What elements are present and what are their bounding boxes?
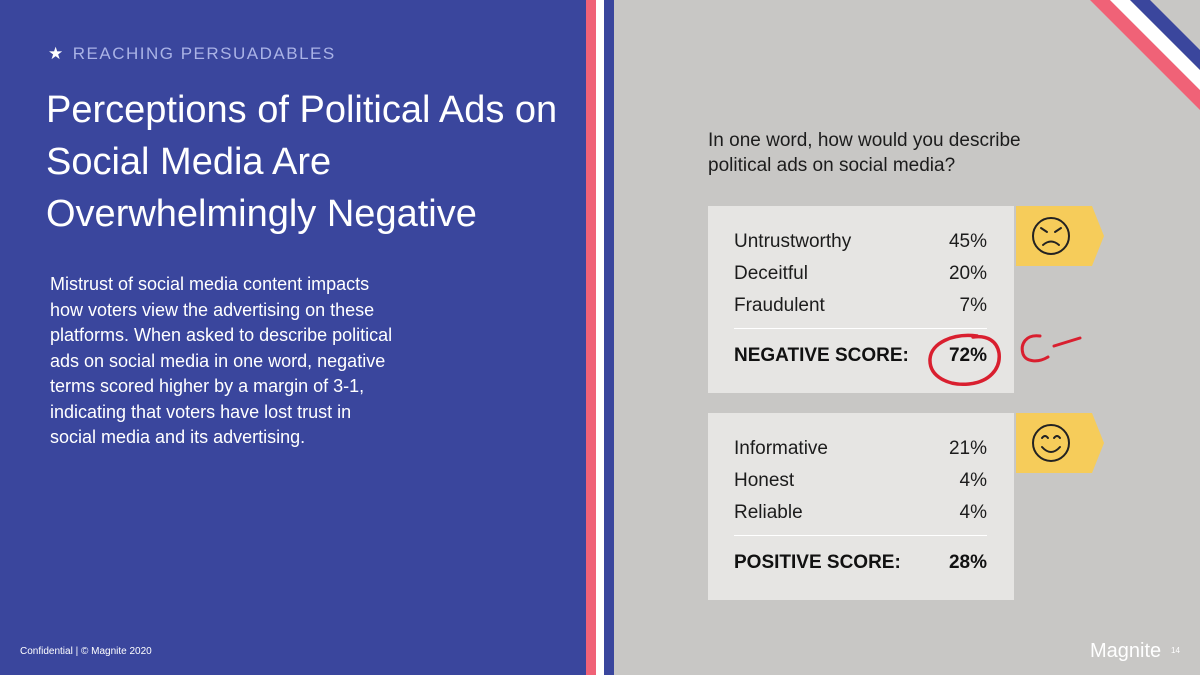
term-label: Deceitful — [734, 263, 808, 284]
term-label: Untrustworthy — [734, 231, 852, 252]
list-item: Fraudulent 7% — [734, 295, 987, 319]
page-title: Perceptions of Political Ads on Social M… — [46, 89, 558, 235]
grade-mark — [1020, 334, 1082, 363]
brand-logo: Magnite — [1090, 640, 1162, 662]
term-value: 4% — [959, 502, 987, 523]
term-label: Reliable — [734, 502, 803, 523]
eyebrow-label: REACHING PERSUADABLES — [72, 44, 336, 63]
negative-score-row: NEGATIVE SCORE: 72% — [734, 345, 987, 369]
term-value: 45% — [948, 231, 987, 252]
divider — [734, 535, 987, 536]
score-value: 28% — [948, 552, 987, 573]
list-item: Deceitful 20% — [734, 263, 987, 287]
positive-score-row: POSITIVE SCORE: 28% — [734, 552, 987, 576]
star-icon: ★ — [48, 44, 65, 63]
positive-card: Informative 21% Honest 4% Reliable 4% POSIT… — [708, 413, 1014, 600]
term-value: 20% — [948, 263, 987, 284]
list-item: Reliable 4% — [734, 502, 987, 526]
negative-card: Untrustworthy 45% Deceitful 20% Fraudulent… — [708, 206, 1014, 393]
score-label: POSITIVE SCORE: — [734, 552, 901, 573]
navy-stripe — [604, 0, 614, 675]
smile-face-icon — [1016, 413, 1104, 473]
score-label: NEGATIVE SCORE: — [734, 345, 909, 366]
term-label: Informative — [734, 438, 828, 459]
angry-face-icon — [1016, 206, 1104, 266]
right-panel: In one word, how would you describe poli… — [614, 0, 1200, 675]
body-text: Mistrust of social media content impacts… — [50, 274, 393, 447]
highlight-circle — [928, 333, 1001, 386]
confidential-notice: Confidential | © Magnite 2020 — [20, 646, 152, 657]
list-item: Untrustworthy 45% — [734, 231, 987, 255]
left-panel: ★ REACHING PERSUADABLES Perceptions of Po… — [0, 0, 586, 675]
pink-stripe — [586, 0, 596, 675]
list-item: Honest 4% — [734, 470, 987, 494]
section-eyebrow: ★ REACHING PERSUADABLES — [48, 44, 336, 64]
page-number: 14 — [1171, 646, 1180, 655]
term-value: 21% — [948, 438, 987, 459]
divider — [734, 328, 987, 329]
list-item: Informative 21% — [734, 438, 987, 462]
white-stripe — [596, 0, 604, 675]
term-label: Fraudulent — [734, 295, 825, 316]
term-label: Honest — [734, 470, 795, 491]
term-value: 7% — [959, 295, 987, 316]
score-value: 72% — [948, 345, 987, 366]
survey-question: In one word, how would you describe poli… — [708, 130, 1021, 176]
term-value: 4% — [959, 470, 987, 491]
corner-ribbon — [1090, 0, 1200, 110]
